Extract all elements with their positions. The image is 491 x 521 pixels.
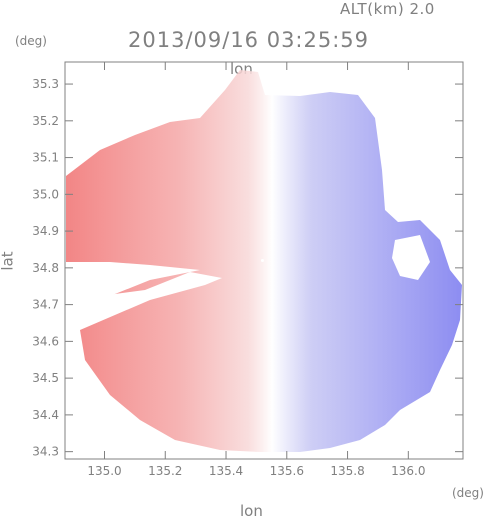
y-tick-label: 34.9 (32, 224, 59, 238)
y-tick-label: 35.0 (32, 187, 59, 201)
y-tick-label: 34.7 (32, 298, 59, 312)
y-axis-unit: (deg) (15, 34, 47, 48)
radar-echo-region (66, 70, 462, 452)
y-tick-label: 34.6 (32, 334, 59, 348)
timestamp-title: 2013/09/16 03:25:59 (128, 28, 370, 52)
x-tick-label: 136.0 (391, 464, 425, 478)
y-tick-label: 34.8 (32, 261, 59, 275)
x-axis-label: lon (240, 502, 263, 520)
altitude-label: ALT(km) 2.0 (340, 0, 435, 18)
y-tick-label: 35.2 (32, 114, 59, 128)
y-tick-label: 34.5 (32, 371, 59, 385)
x-tick-label: 135.8 (330, 464, 364, 478)
x-tick-label: 135.6 (270, 464, 304, 478)
y-axis-ticks: 34.3 34.4 34.5 34.6 34.7 34.8 34.9 35.0 35.1 35.2… (32, 77, 463, 459)
plot-frame (64, 61, 464, 460)
echo-gap (66, 262, 200, 300)
y-tick-label: 35.1 (32, 151, 59, 165)
radar-center-marker (260, 259, 264, 262)
y-tick-label: 35.3 (32, 77, 59, 91)
x-tick-label: 135.0 (87, 464, 121, 478)
x-tick-label: 135.2 (148, 464, 182, 478)
y-tick-label: 34.3 (32, 445, 59, 459)
y-tick-label: 34.4 (32, 408, 59, 422)
echo-notch (392, 235, 430, 280)
x-axis-unit: (deg) (452, 486, 484, 500)
x-axis-ticks: 135.0 135.2 135.4 135.6 135.8 136.0 (87, 62, 425, 478)
x-tick-label: 135.4 (209, 464, 243, 478)
